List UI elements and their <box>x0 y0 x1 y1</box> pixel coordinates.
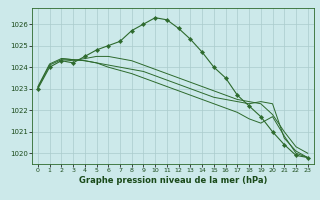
X-axis label: Graphe pression niveau de la mer (hPa): Graphe pression niveau de la mer (hPa) <box>79 176 267 185</box>
